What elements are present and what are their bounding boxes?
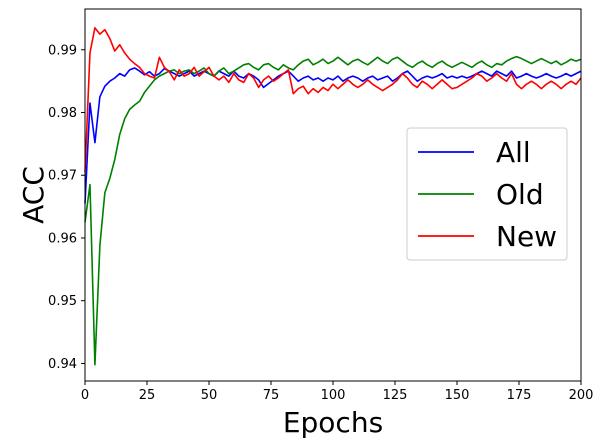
y-tick-label: 0.95: [48, 294, 77, 309]
y-tick-label: 0.94: [48, 357, 77, 372]
legend-label-all: All: [496, 136, 531, 169]
legend-frame: [406, 127, 568, 261]
legend-label-old: Old: [496, 178, 544, 211]
y-tick-label: 0.96: [48, 231, 77, 246]
x-tick-label: 150: [445, 388, 470, 403]
x-tick-label: 0: [81, 388, 89, 403]
y-axis-ticks: 0.94 0.95 0.96 0.97 0.98 0.99: [48, 43, 85, 372]
y-axis-title: ACC: [17, 166, 50, 224]
series-line-new: [84, 27, 582, 173]
series-line-old: [84, 55, 582, 366]
x-tick-label: 25: [139, 388, 156, 403]
x-tick-label: 50: [201, 388, 218, 403]
x-tick-label: 125: [383, 388, 408, 403]
y-tick-label: 0.99: [48, 43, 77, 58]
y-tick-label: 0.98: [48, 106, 77, 121]
x-tick-label: 175: [507, 388, 532, 403]
x-tick-label: 200: [569, 388, 594, 403]
plot-lines: [84, 27, 582, 366]
x-axis-title: Epochs: [283, 406, 383, 439]
x-axis-ticks: 0 25 50 75 100 125 150 175 200: [81, 381, 594, 403]
x-tick-label: 100: [321, 388, 346, 403]
legend: All Old New: [406, 127, 568, 261]
y-tick-label: 0.97: [48, 169, 77, 184]
legend-label-new: New: [496, 220, 557, 253]
x-tick-label: 75: [263, 388, 280, 403]
